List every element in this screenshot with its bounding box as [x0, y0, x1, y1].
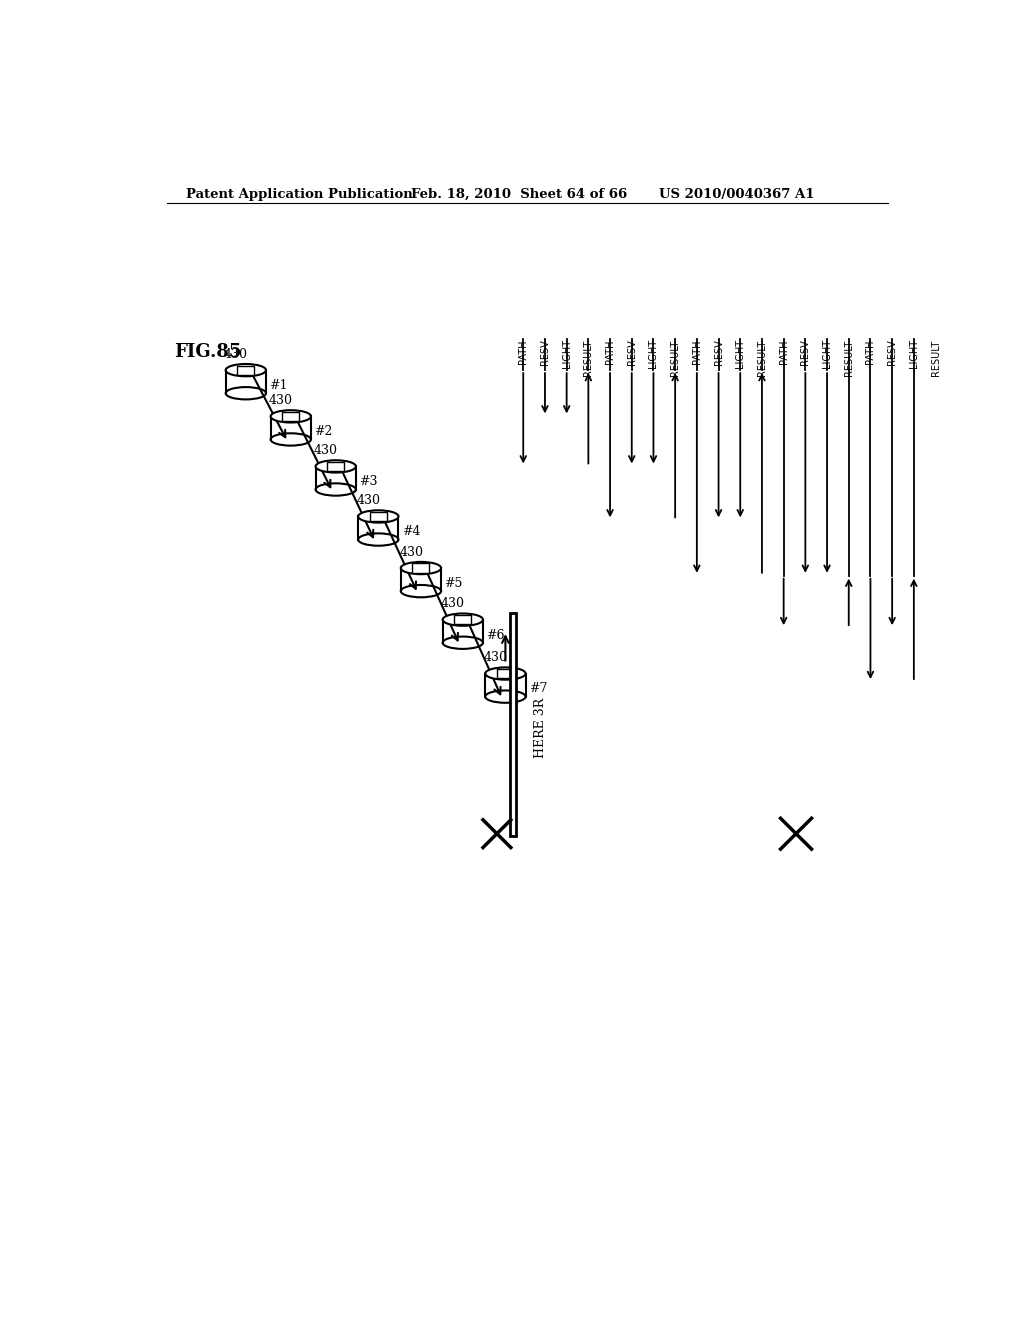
Text: RESV: RESV: [801, 339, 810, 366]
Bar: [225, 370, 266, 393]
Text: LIGHT: LIGHT: [909, 339, 919, 368]
FancyBboxPatch shape: [455, 615, 471, 624]
Text: LIGHT: LIGHT: [648, 339, 658, 368]
Text: RESULT: RESULT: [584, 339, 593, 376]
FancyBboxPatch shape: [328, 462, 344, 471]
Text: 430: 430: [269, 395, 293, 407]
Text: LIGHT: LIGHT: [822, 339, 833, 368]
Text: #1: #1: [269, 379, 288, 392]
Bar: [270, 416, 311, 440]
Text: RESULT: RESULT: [844, 339, 854, 376]
Text: #3: #3: [359, 475, 378, 488]
Text: PATH: PATH: [692, 339, 701, 364]
Ellipse shape: [485, 668, 525, 680]
Ellipse shape: [442, 614, 483, 626]
Bar: [400, 568, 441, 591]
Text: RESV: RESV: [627, 339, 637, 366]
Bar: [485, 673, 525, 697]
Ellipse shape: [400, 562, 441, 574]
Text: FIG.85: FIG.85: [174, 343, 242, 362]
Text: PATH: PATH: [605, 339, 615, 364]
Text: US 2010/0040367 A1: US 2010/0040367 A1: [658, 187, 814, 201]
FancyBboxPatch shape: [370, 512, 387, 521]
Text: RESULT: RESULT: [670, 339, 680, 376]
FancyBboxPatch shape: [413, 564, 429, 573]
Text: PATH: PATH: [865, 339, 876, 364]
Text: PATH: PATH: [518, 339, 528, 364]
Text: 430: 430: [356, 494, 381, 507]
Bar: [510, 612, 516, 836]
FancyBboxPatch shape: [238, 366, 254, 375]
Text: RESULT: RESULT: [757, 339, 767, 376]
Text: #2: #2: [314, 425, 333, 438]
Text: 430: 430: [314, 444, 338, 457]
Text: RESULT: RESULT: [931, 339, 941, 376]
Text: HERE 3R: HERE 3R: [535, 698, 547, 758]
Text: #4: #4: [401, 525, 420, 539]
Text: Patent Application Publication: Patent Application Publication: [186, 187, 413, 201]
Text: 430: 430: [399, 545, 423, 558]
Text: 430: 430: [483, 651, 508, 664]
Ellipse shape: [225, 364, 266, 376]
Text: #5: #5: [444, 577, 463, 590]
Text: RESV: RESV: [714, 339, 724, 366]
Text: LIGHT: LIGHT: [735, 339, 745, 368]
Ellipse shape: [315, 461, 356, 473]
Text: #6: #6: [486, 628, 505, 642]
Text: #7: #7: [528, 682, 547, 696]
Ellipse shape: [358, 511, 398, 523]
FancyBboxPatch shape: [497, 669, 514, 678]
Text: RESV: RESV: [540, 339, 550, 366]
Bar: [442, 619, 483, 643]
Text: RESV: RESV: [887, 339, 897, 366]
Text: LIGHT: LIGHT: [561, 339, 571, 368]
FancyBboxPatch shape: [283, 412, 299, 421]
Bar: [358, 516, 398, 540]
Bar: [315, 466, 356, 490]
Text: PATH: PATH: [778, 339, 788, 364]
Text: Feb. 18, 2010  Sheet 64 of 66: Feb. 18, 2010 Sheet 64 of 66: [411, 187, 627, 201]
Ellipse shape: [270, 411, 311, 422]
Text: 430: 430: [441, 598, 465, 610]
Text: 430: 430: [224, 348, 248, 360]
